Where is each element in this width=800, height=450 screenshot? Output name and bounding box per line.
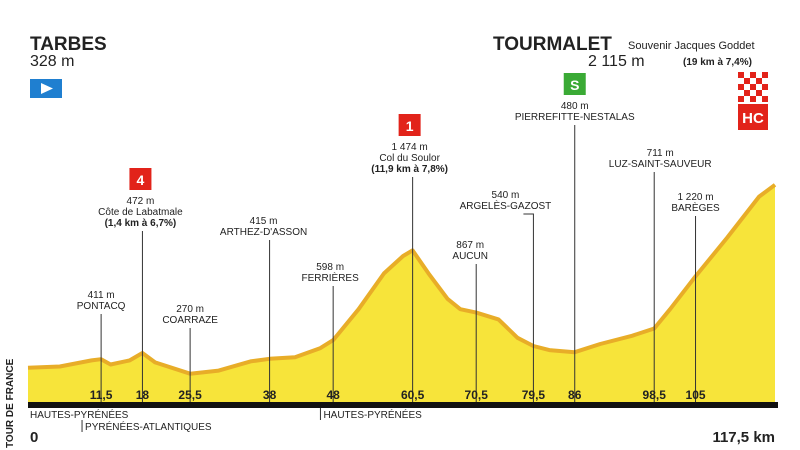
x-tick-label: 11,5 xyxy=(90,388,113,402)
altitude-label: 598 m xyxy=(316,262,344,273)
x-tick-label: 79,5 xyxy=(522,388,546,402)
x-tick-label: 38 xyxy=(263,388,277,402)
flag-square xyxy=(762,96,768,102)
finish-km: 117,5 km xyxy=(712,429,775,446)
x-tick-label: 70,5 xyxy=(465,388,489,402)
flag-square xyxy=(756,84,762,90)
flag-square xyxy=(750,72,756,78)
place-label: Côte de Labatmale xyxy=(98,207,183,218)
flag-square xyxy=(750,78,756,84)
x-tick-label: 48 xyxy=(326,388,340,402)
altitude-label: 415 m xyxy=(250,216,278,227)
flag-square xyxy=(756,96,762,102)
finish-detail: (19 km à 7,4%) xyxy=(683,57,752,68)
x-tick-label: 18 xyxy=(136,388,150,402)
altitude-label: 540 m xyxy=(492,190,520,201)
flag-square xyxy=(750,90,756,96)
flag-square xyxy=(762,72,768,78)
climb-badge xyxy=(129,168,152,190)
climb-badge-label: 1 xyxy=(406,118,414,134)
start-name: TARBES xyxy=(30,34,107,55)
flag-square xyxy=(750,84,756,90)
x-tick-label: 98,5 xyxy=(643,388,667,402)
flag-square xyxy=(750,96,756,102)
climb-detail: (11,9 km à 7,8%) xyxy=(371,164,448,175)
flag-square xyxy=(738,84,744,90)
climb-badge xyxy=(398,114,421,136)
flag-square xyxy=(738,96,744,102)
side-label: TOUR DE FRANCE xyxy=(5,358,16,448)
region-label: PYRÉNÉES-ATLANTIQUES xyxy=(85,420,212,433)
altitude-label: 411 m xyxy=(88,290,115,301)
climb-detail: (1,4 km à 6,7%) xyxy=(105,218,177,229)
place-label: COARRAZE xyxy=(162,315,218,326)
flag-square xyxy=(756,72,762,78)
x-tick-label: 86 xyxy=(568,388,582,402)
place-label: LUZ-SAINT-SAUVEUR xyxy=(609,159,712,170)
flag-square xyxy=(744,90,750,96)
altitude-label: 480 m xyxy=(561,101,589,112)
altitude-label: 270 m xyxy=(176,304,204,315)
place-label: ARTHEZ-D'ASSON xyxy=(220,227,307,238)
finish-altitude: 2 115 m xyxy=(588,53,645,70)
place-label: PONTACQ xyxy=(77,301,126,312)
place-label: AUCUN xyxy=(452,251,488,262)
start-altitude: 328 m xyxy=(30,53,74,70)
place-label: BARÈGES xyxy=(671,201,720,214)
flag-square xyxy=(744,78,750,84)
flag-square xyxy=(744,72,750,78)
flag-square xyxy=(756,78,762,84)
flag-square xyxy=(756,90,762,96)
flag-square xyxy=(762,90,768,96)
flag-square xyxy=(738,72,744,78)
flag-square xyxy=(744,84,750,90)
altitude-label: 1 474 m xyxy=(392,142,428,153)
region-label: HAUTES-PYRÉNÉES xyxy=(30,408,129,421)
finish-flag xyxy=(738,72,768,102)
altitude-label: 867 m xyxy=(456,240,484,251)
hc-badge xyxy=(738,104,768,130)
flag-square xyxy=(744,96,750,102)
start-icon xyxy=(30,79,62,98)
finish-name: TOURMALET xyxy=(493,34,612,55)
climb-badge xyxy=(563,73,586,95)
finish-subtitle: Souvenir Jacques Goddet xyxy=(628,40,755,52)
flag-square xyxy=(738,78,744,84)
place-label: Col du Soulor xyxy=(379,153,440,164)
place-label: PIERREFITTE-NESTALAS xyxy=(515,112,635,123)
x-tick-label: 25,5 xyxy=(178,388,202,402)
region-label: HAUTES-PYRÉNÉES xyxy=(323,408,422,421)
altitude-label: 711 m xyxy=(647,148,674,159)
profile-area xyxy=(28,184,775,402)
leader-line xyxy=(523,213,534,402)
climb-badge-label: S xyxy=(570,77,579,93)
flag-square xyxy=(762,84,768,90)
flag-square xyxy=(738,90,744,96)
place-label: FERRIÈRES xyxy=(302,271,360,284)
profile-edge xyxy=(27,183,777,376)
place-label: ARGELÈS-GAZOST xyxy=(460,199,552,212)
distance-bar xyxy=(28,402,778,408)
hc-label: HC xyxy=(742,110,764,127)
altitude-label: 1 220 m xyxy=(677,192,713,203)
x-tick-label: 60,5 xyxy=(401,388,425,402)
flag-square xyxy=(762,78,768,84)
start-km: 0 xyxy=(30,429,38,446)
climb-badge-label: 4 xyxy=(137,172,145,188)
x-tick-label: 105 xyxy=(686,388,706,402)
altitude-label: 472 m xyxy=(127,196,155,207)
